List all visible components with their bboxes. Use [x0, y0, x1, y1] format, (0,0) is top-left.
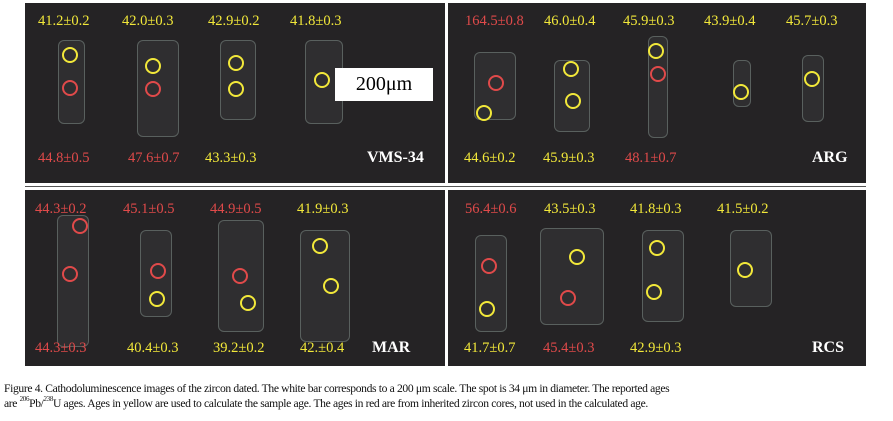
analysis-spot [314, 72, 330, 88]
sample-label-arg: ARG [812, 149, 848, 166]
sample-label-rcs: RCS [812, 339, 845, 356]
analysis-spot [240, 295, 256, 311]
analysis-spot [145, 58, 161, 74]
age-label: 46.0±0.4 [544, 13, 596, 29]
analysis-spot [479, 301, 495, 317]
sample-label-vms-34: VMS-34 [367, 149, 424, 166]
figure-caption: Figure 4. Cathodoluminescence images of … [4, 381, 890, 411]
sample-label-mar: MAR [372, 339, 411, 356]
age-label: 42.0±0.3 [122, 13, 174, 29]
panel-rcs [448, 190, 866, 366]
age-label: 41.8±0.3 [630, 201, 682, 217]
analysis-spot [323, 278, 339, 294]
caption-line-1: Figure 4. Cathodoluminescence images of … [4, 382, 670, 395]
age-label: 45.4±0.3 [543, 340, 595, 356]
zircon-grain-image [648, 36, 668, 138]
analysis-spot [804, 71, 820, 87]
age-label: 43.3±0.3 [205, 150, 257, 166]
analysis-spot [312, 238, 328, 254]
age-label: 48.1±0.7 [625, 150, 677, 166]
age-label: 47.6±0.7 [128, 150, 180, 166]
inherited-core-spot [560, 290, 576, 306]
analysis-spot [737, 262, 753, 278]
inherited-core-spot [481, 258, 497, 274]
age-label: 44.9±0.5 [210, 201, 262, 217]
inherited-core-spot [650, 66, 666, 82]
zircon-grain-image [802, 55, 824, 122]
age-label: 43.9±0.4 [704, 13, 756, 29]
zircon-grain-image [475, 235, 507, 332]
age-label: 45.9±0.3 [623, 13, 675, 29]
age-label: 164.5±0.8 [465, 13, 524, 29]
age-label: 44.3±0.3 [35, 340, 87, 356]
analysis-spot [228, 81, 244, 97]
inherited-core-spot [232, 268, 248, 284]
analysis-spot [228, 55, 244, 71]
age-label: 41.7±0.7 [464, 340, 516, 356]
inherited-core-spot [62, 80, 78, 96]
age-label: 45.7±0.3 [786, 13, 838, 29]
divider [25, 186, 866, 187]
age-label: 41.2±0.2 [38, 13, 90, 29]
inherited-core-spot [145, 81, 161, 97]
analysis-spot [648, 43, 664, 59]
analysis-spot [569, 249, 585, 265]
analysis-spot [646, 284, 662, 300]
age-label: 45.9±0.3 [543, 150, 595, 166]
age-label: 42.±0.4 [300, 340, 345, 356]
analysis-spot [476, 105, 492, 121]
analysis-spot [149, 291, 165, 307]
age-label: 45.1±0.5 [123, 201, 175, 217]
age-label: 41.8±0.3 [290, 13, 342, 29]
age-label: 41.9±0.3 [297, 201, 349, 217]
age-label: 43.5±0.3 [544, 201, 596, 217]
panel-arg [448, 3, 866, 183]
analysis-spot [563, 61, 579, 77]
analysis-spot [565, 93, 581, 109]
inherited-core-spot [150, 263, 166, 279]
age-label: 42.9±0.3 [630, 340, 682, 356]
age-label: 44.3±0.2 [35, 201, 87, 217]
analysis-spot [733, 84, 749, 100]
analysis-spot [649, 240, 665, 256]
age-label: 44.8±0.5 [38, 150, 90, 166]
zircon-grain-image [540, 228, 604, 325]
scale-bar-label: 200μm [335, 68, 433, 101]
caption-line-2: are 206Pb/238U ages. Ages in yellow are … [4, 395, 648, 411]
inherited-core-spot [72, 218, 88, 234]
age-label: 42.9±0.2 [208, 13, 260, 29]
zircon-grain-image [220, 40, 256, 120]
age-label: 39.2±0.2 [213, 340, 265, 356]
age-label: 44.6±0.2 [464, 150, 516, 166]
inherited-core-spot [62, 266, 78, 282]
inherited-core-spot [488, 75, 504, 91]
age-label: 41.5±0.2 [717, 201, 769, 217]
analysis-spot [62, 47, 78, 63]
age-label: 56.4±0.6 [465, 201, 517, 217]
age-label: 40.4±0.3 [127, 340, 179, 356]
